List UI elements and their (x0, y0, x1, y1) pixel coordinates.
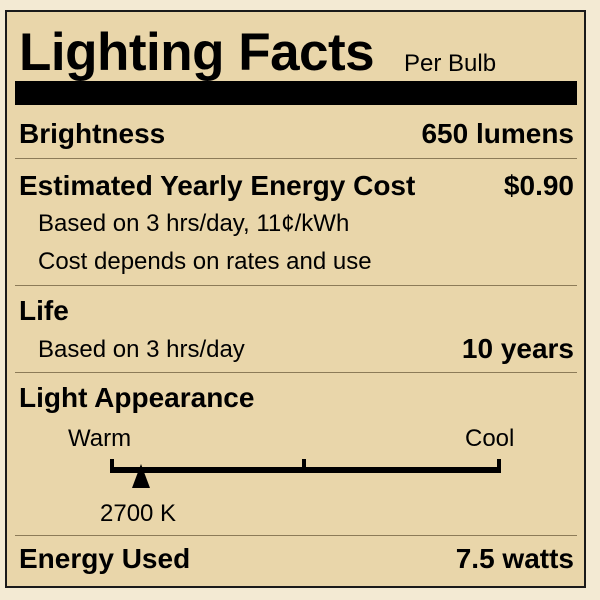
life-note: Based on 3 hrs/day (38, 336, 245, 363)
cost-note-rate: Based on 3 hrs/day, 11¢/kWh (38, 210, 350, 237)
scale-tick-mid (302, 459, 306, 473)
label-title: Lighting Facts (19, 23, 375, 82)
cost-value: $0.90 (503, 170, 574, 201)
cost-note-depends: Cost depends on rates and use (38, 248, 372, 275)
marker-label: 2700 K (100, 500, 177, 527)
warm-label: Warm (68, 425, 132, 452)
divider (15, 158, 577, 159)
appearance-label: Light Appearance (19, 382, 255, 413)
scale-tick-left (110, 459, 114, 473)
scale-marker (132, 464, 150, 488)
energy-label: Energy Used (19, 543, 191, 574)
divider (15, 372, 577, 373)
life-label: Life (19, 295, 69, 326)
energy-value: 7.5 watts (455, 543, 574, 574)
color-temperature-scale (110, 459, 501, 488)
lighting-facts-label: Lighting Facts Per Bulb Brightness 650 l… (5, 10, 586, 588)
label-subtitle: Per Bulb (404, 50, 497, 77)
life-value: 10 years (461, 333, 574, 364)
brightness-value: 650 lumens (421, 118, 574, 149)
cost-label: Estimated Yearly Energy Cost (19, 170, 416, 201)
header-bar (15, 81, 577, 105)
cool-label: Cool (465, 425, 515, 452)
divider (15, 285, 577, 286)
divider (15, 535, 577, 536)
brightness-label: Brightness (19, 118, 166, 149)
scale-tick-right (497, 459, 501, 473)
